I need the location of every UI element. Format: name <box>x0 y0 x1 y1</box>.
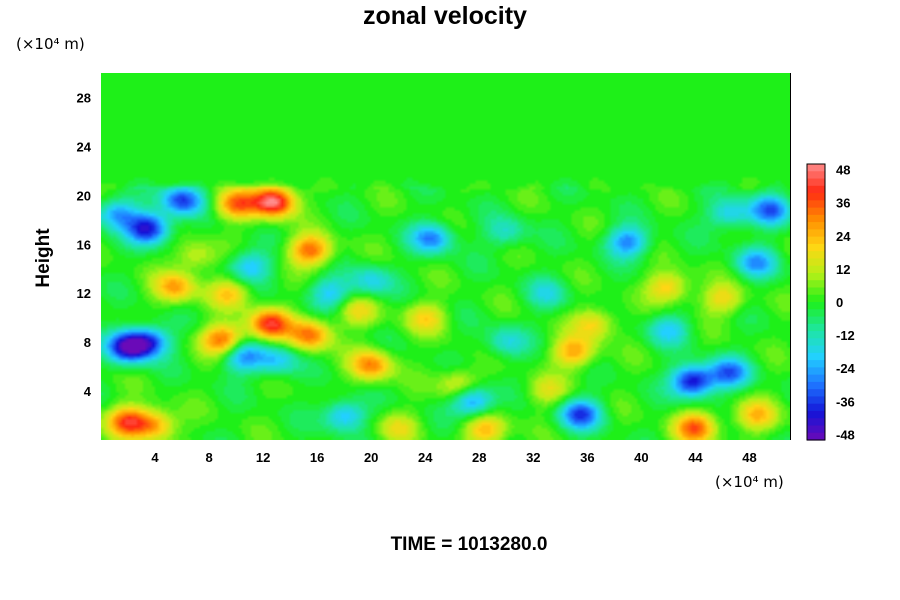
colorbar-band <box>807 280 825 289</box>
colorbar-band <box>807 164 825 172</box>
colorbar-band <box>807 258 825 267</box>
y-axis-label: Height <box>33 228 54 288</box>
colorbar-band <box>807 360 825 368</box>
chart-title: zonal velocity <box>363 2 527 30</box>
colorbar-band <box>807 185 825 194</box>
y-tick-label: 20 <box>77 188 91 203</box>
colorbar-tick-label: 0 <box>836 295 843 310</box>
x-tick-label: 48 <box>742 450 756 465</box>
colorbar-band <box>807 323 825 332</box>
colorbar-band <box>807 214 825 223</box>
colorbar-band <box>807 381 825 390</box>
x-tick-label: 4 <box>151 450 159 465</box>
colorbar-band <box>807 374 825 383</box>
x-tick-label: 24 <box>418 450 433 465</box>
x-tick-label: 28 <box>472 450 486 465</box>
colorbar-band <box>807 287 825 296</box>
colorbar-band <box>807 418 825 427</box>
colorbar-tick-label: -24 <box>836 361 856 376</box>
colorbar-band <box>807 193 825 201</box>
colorbar-band <box>807 222 825 230</box>
colorbar-band <box>807 367 825 376</box>
colorbar-band <box>807 309 825 318</box>
colorbar-band <box>807 302 825 310</box>
y-tick-label: 4 <box>84 384 92 399</box>
colorbar-band <box>807 345 825 354</box>
colorbar-band <box>807 207 825 216</box>
y-tick-label: 24 <box>77 139 92 154</box>
y-tick-label: 12 <box>77 286 91 301</box>
colorbar-band <box>807 425 825 434</box>
x-tick-label: 20 <box>364 450 378 465</box>
y-tick-label: 8 <box>84 335 91 350</box>
x-tick-label: 32 <box>526 450 540 465</box>
heatmap-field <box>101 73 790 440</box>
colorbar-band <box>807 265 825 274</box>
colorbar-band <box>807 432 825 441</box>
colorbar-band <box>807 316 825 325</box>
colorbar-band <box>807 178 825 187</box>
colorbar-band <box>807 251 825 260</box>
colorbar-tick-label: -12 <box>836 328 855 343</box>
colorbar-band <box>807 410 825 419</box>
colorbar-tick-label: -36 <box>836 394 855 409</box>
colorbar-band <box>807 236 825 245</box>
colorbar-band <box>807 272 825 281</box>
colorbar-band <box>807 171 825 180</box>
y-tick-label: 16 <box>77 237 91 252</box>
x-tick-label: 16 <box>310 450 324 465</box>
x-tick-label: 44 <box>688 450 703 465</box>
colorbar-band <box>807 331 825 339</box>
colorbar-tick-label: 36 <box>836 196 850 211</box>
y-axis-unit: (×10⁴ m) <box>16 35 85 53</box>
colorbar-band <box>807 229 825 238</box>
colorbar-band <box>807 396 825 405</box>
colorbar: 48 36 24 12 0 -12 -24 -36 -48 <box>806 163 856 443</box>
colorbar-bands <box>807 164 825 441</box>
colorbar-band <box>807 200 825 209</box>
colorbar-band <box>807 403 825 412</box>
time-label: TIME = 1013280.0 <box>391 534 548 555</box>
colorbar-band <box>807 389 825 398</box>
colorbar-band <box>807 352 825 361</box>
colorbar-ticks: 48 36 24 12 0 -12 -24 -36 -48 <box>836 163 856 443</box>
colorbar-band <box>807 243 825 252</box>
plot-area <box>101 73 790 440</box>
colorbar-tick-label: 12 <box>836 262 850 277</box>
y-axis: 4 8 12 16 20 24 28 <box>77 90 92 399</box>
x-axis: 4 8 12 16 20 24 28 32 36 40 44 48 <box>151 450 756 465</box>
colorbar-tick-label: -48 <box>836 427 855 442</box>
x-tick-label: 36 <box>580 450 594 465</box>
y-tick-label: 28 <box>77 90 91 105</box>
colorbar-tick-label: 48 <box>836 163 850 178</box>
colorbar-frame <box>806 163 826 441</box>
colorbar-band <box>807 294 825 303</box>
x-tick-label: 12 <box>256 450 270 465</box>
x-axis-unit: (×10⁴ m) <box>715 473 784 491</box>
x-tick-label: 40 <box>634 450 648 465</box>
colorbar-tick-label: 24 <box>836 229 851 244</box>
x-tick-label: 8 <box>205 450 212 465</box>
colorbar-band <box>807 338 825 347</box>
